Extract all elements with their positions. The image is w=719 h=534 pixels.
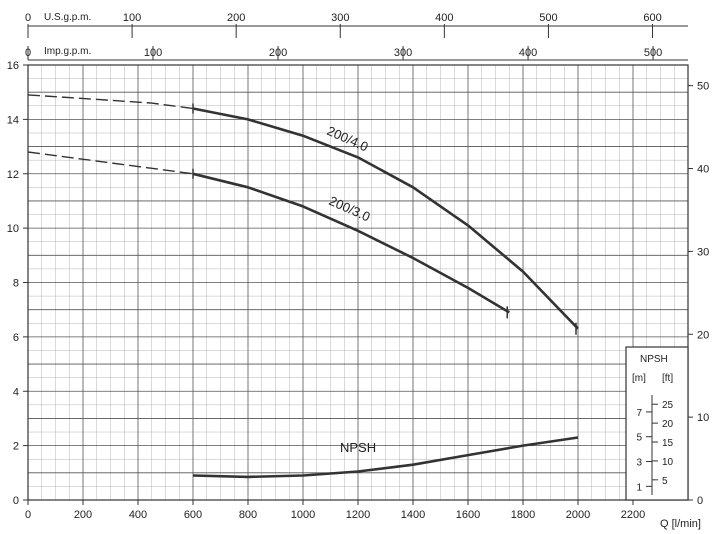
x-tick-label: 1600 bbox=[456, 509, 480, 521]
x-tick-label: 1200 bbox=[346, 509, 370, 521]
npsh-ft-tick-label: 25 bbox=[662, 400, 674, 411]
impgpm-tick-label: 400 bbox=[519, 47, 537, 59]
y-left-tick-label: 4 bbox=[13, 386, 19, 398]
y-left-tick-label: 0 bbox=[13, 495, 19, 507]
major-grid bbox=[27, 64, 689, 501]
impgpm-tick-label: 100 bbox=[144, 47, 162, 59]
y-left-tick-label: 8 bbox=[13, 278, 19, 290]
curve-200-3-0-extrapolated bbox=[27, 151, 194, 175]
impgpm-axis-label: Imp.g.p.m. bbox=[44, 46, 91, 57]
usgpm-tick-label: 0 bbox=[25, 12, 31, 24]
y-right-tick-label: 0 bbox=[697, 495, 703, 507]
curve-200-4-0 bbox=[192, 107, 579, 330]
impgpm-tick-label: 500 bbox=[644, 47, 662, 59]
npsh-inset-box bbox=[625, 346, 689, 501]
curve-npsh bbox=[192, 436, 579, 479]
npsh-inset-title: NPSH bbox=[640, 354, 668, 365]
x-axis-label: Q [l/min] bbox=[660, 518, 701, 530]
npsh-ft-tick-label: 10 bbox=[662, 457, 674, 468]
curves bbox=[27, 94, 579, 479]
y-left-tick-label: 10 bbox=[7, 223, 19, 235]
curve-200-4-0-extrapolated bbox=[27, 94, 194, 110]
y-left-tick-label: 2 bbox=[13, 441, 19, 453]
x-tick-label: 2200 bbox=[621, 509, 645, 521]
top-axes: U.S.g.p.m. Imp.g.p.m. 0 100 200 300 400 500 60… bbox=[25, 12, 688, 61]
x-tick-label: 800 bbox=[239, 509, 257, 521]
impgpm-tick-label: 300 bbox=[394, 47, 412, 59]
impgpm-tick-label: 0 bbox=[25, 47, 31, 59]
curve-200-3-0 bbox=[192, 172, 510, 314]
y-right-tick-label: 20 bbox=[697, 329, 709, 341]
npsh-inset-ft-label: [ft] bbox=[662, 373, 673, 384]
curve-label-200-4: 200/4.0 bbox=[325, 123, 371, 154]
x-tick-label: 200 bbox=[74, 509, 92, 521]
usgpm-tick-label: 500 bbox=[539, 12, 557, 24]
x-axis: 0 200 400 600 800 1000 1200 1400 1600 1800 2000 220… bbox=[25, 500, 645, 521]
npsh-ft-tick-label: 15 bbox=[662, 438, 674, 449]
npsh-inset: NPSH [m] [ft] 1 3 5 7 5 10 15 20 25 bbox=[625, 346, 689, 501]
y-left-tick-label: 6 bbox=[13, 332, 19, 344]
impgpm-tick-label: 200 bbox=[269, 47, 287, 59]
y-axis-left: 0 2 4 6 8 10 12 14 16 bbox=[7, 60, 28, 507]
usgpm-tick-label: 600 bbox=[643, 12, 661, 24]
usgpm-tick-label: 200 bbox=[227, 12, 245, 24]
x-tick-label: 2000 bbox=[566, 509, 590, 521]
x-tick-label: 1800 bbox=[511, 509, 535, 521]
npsh-ft-tick-label: 5 bbox=[662, 476, 668, 487]
npsh-m-tick-label: 7 bbox=[636, 408, 642, 419]
curve-label-npsh: NPSH bbox=[340, 440, 376, 455]
npsh-m-tick-label: 3 bbox=[636, 458, 642, 469]
npsh-inset-m-label: [m] bbox=[632, 373, 646, 384]
usgpm-tick-label: 300 bbox=[331, 12, 349, 24]
y-right-tick-label: 10 bbox=[697, 412, 709, 424]
npsh-m-tick-label: 5 bbox=[636, 433, 642, 444]
x-tick-label: 600 bbox=[184, 509, 202, 521]
y-left-tick-label: 16 bbox=[7, 60, 19, 72]
x-tick-label: 0 bbox=[25, 509, 31, 521]
y-right-tick-label: 30 bbox=[697, 246, 709, 258]
y-left-tick-label: 14 bbox=[7, 114, 19, 126]
npsh-m-tick-label: 1 bbox=[636, 482, 642, 493]
y-right-tick-label: 40 bbox=[697, 164, 709, 176]
npsh-ft-tick-label: 20 bbox=[662, 419, 674, 430]
x-tick-label: 400 bbox=[129, 509, 147, 521]
y-right-tick-label: 50 bbox=[697, 81, 709, 93]
y-axis-right: 0 10 20 30 40 50 bbox=[688, 81, 709, 507]
x-tick-label: 1400 bbox=[401, 509, 425, 521]
usgpm-tick-label: 100 bbox=[123, 12, 141, 24]
usgpm-axis-label: U.S.g.p.m. bbox=[44, 12, 91, 23]
usgpm-tick-label: 400 bbox=[435, 12, 453, 24]
y-left-tick-label: 12 bbox=[7, 169, 19, 181]
x-tick-label: 1000 bbox=[291, 509, 315, 521]
